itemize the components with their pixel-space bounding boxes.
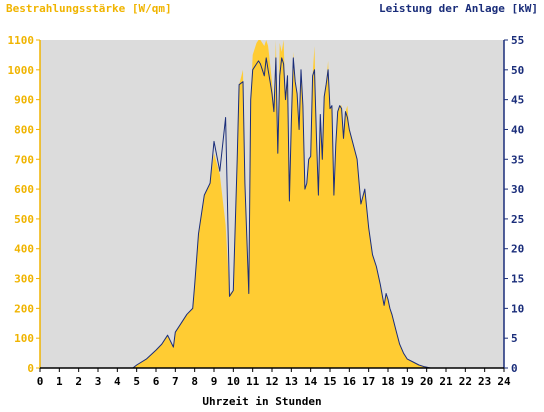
right-tick-label: 30 (511, 183, 524, 196)
x-tick-label: 22 (459, 375, 472, 388)
right-tick-label: 0 (511, 362, 518, 375)
x-tick-label: 18 (381, 375, 394, 388)
x-tick-label: 14 (304, 375, 318, 388)
right-tick-label: 5 (511, 332, 518, 345)
irradiance-area-layer (40, 40, 504, 368)
left-tick-label: 800 (14, 123, 34, 136)
x-tick-label: 21 (439, 375, 453, 388)
x-tick-label: 19 (401, 375, 414, 388)
x-tick-label: 15 (323, 375, 336, 388)
series-irradiance-area (40, 40, 504, 368)
x-tick-label: 10 (227, 375, 240, 388)
right-tick-label: 40 (511, 123, 524, 136)
tick-labels-layer: 0100200300400500600700800900100011000510… (8, 34, 525, 388)
x-tick-label: 8 (191, 375, 198, 388)
x-tick-label: 24 (497, 375, 511, 388)
x-tick-label: 6 (153, 375, 160, 388)
left-axis-title: Bestrahlungsstärke [W/qm] (6, 2, 172, 15)
left-tick-label: 400 (14, 243, 34, 256)
x-tick-label: 23 (478, 375, 491, 388)
left-tick-label: 900 (14, 94, 34, 107)
x-tick-label: 5 (133, 375, 140, 388)
left-tick-label: 1000 (8, 64, 35, 77)
right-tick-label: 45 (511, 94, 524, 107)
x-tick-label: 11 (246, 375, 260, 388)
axes-layer (36, 39, 508, 372)
x-tick-label: 7 (172, 375, 179, 388)
x-tick-label: 3 (95, 375, 102, 388)
right-tick-label: 15 (511, 273, 524, 286)
left-tick-label: 0 (27, 362, 34, 375)
x-tick-label: 9 (211, 375, 218, 388)
x-tick-label: 0 (37, 375, 44, 388)
right-tick-label: 35 (511, 153, 524, 166)
x-tick-label: 20 (420, 375, 433, 388)
right-tick-label: 10 (511, 302, 524, 315)
x-tick-label: 13 (285, 375, 298, 388)
left-tick-label: 200 (14, 302, 34, 315)
left-tick-label: 100 (14, 332, 34, 345)
left-tick-label: 300 (14, 273, 34, 286)
left-tick-label: 1100 (8, 34, 35, 47)
x-tick-label: 12 (265, 375, 278, 388)
left-tick-label: 500 (14, 213, 34, 226)
x-tick-label: 1 (56, 375, 63, 388)
x-axis-title: Uhrzeit in Stunden (202, 395, 321, 408)
x-tick-label: 16 (343, 375, 357, 388)
power-line-layer (40, 57, 504, 369)
right-tick-label: 25 (511, 213, 524, 226)
right-axis-title: Leistung der Anlage [kW] (379, 2, 538, 15)
x-tick-label: 2 (75, 375, 82, 388)
series-power-line (40, 57, 504, 369)
x-tick-label: 17 (362, 375, 375, 388)
x-tick-label: 4 (114, 375, 121, 388)
right-tick-label: 50 (511, 64, 524, 77)
left-tick-label: 700 (14, 153, 34, 166)
left-tick-label: 600 (14, 183, 34, 196)
right-tick-label: 55 (511, 34, 524, 47)
right-tick-label: 20 (511, 243, 524, 256)
